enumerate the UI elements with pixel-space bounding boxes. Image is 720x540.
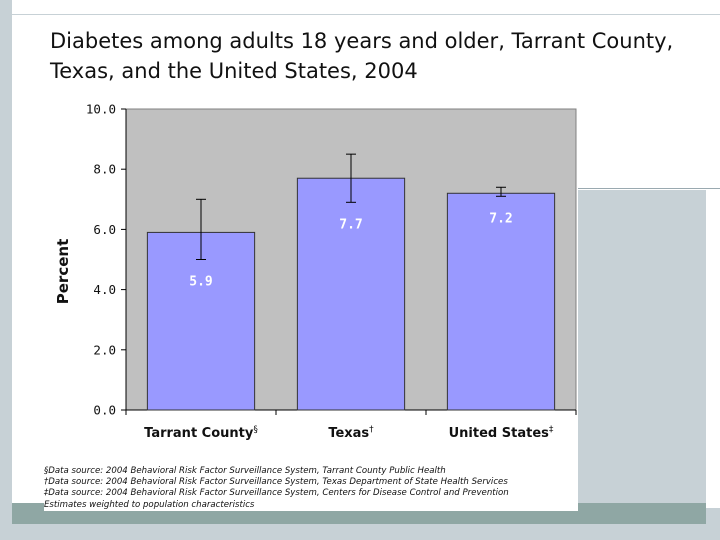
footnote-us-source: ‡Data source: 2004 Behavioral Risk Facto… (44, 488, 509, 499)
data-label-tarrant-county: 5.9 (189, 275, 212, 290)
x-tick-label-texas: Texas† (328, 425, 374, 441)
footnotes: §Data source: 2004 Behavioral Risk Facto… (44, 466, 578, 511)
y-tick-label: 6.0 (93, 222, 116, 237)
y-tick-label: 10.0 (86, 102, 116, 117)
bar-chart: 0.0 2.0 4.0 6.0 8.0 10.0 Percent 5.9 Tarrant Cou… (54, 102, 577, 441)
slide-frame-right-block (578, 190, 706, 510)
y-tick-label: 4.0 (93, 282, 116, 297)
footnote-texas-source: †Data source: 2004 Behavioral Risk Facto… (44, 477, 508, 488)
data-label-united-states: 7.2 (489, 211, 512, 226)
bar-tarrant-county (146, 231, 256, 411)
bar-united-states (446, 192, 556, 411)
chart-area: 0.0 2.0 4.0 6.0 8.0 10.0 Percent 5.9 Tarrant Cou… (44, 92, 578, 464)
slide-frame-top-line (0, 14, 720, 15)
y-axis-label: Percent (54, 239, 72, 304)
footnote-weighting: Estimates weighted to population charact… (44, 499, 255, 510)
bar-texas (296, 177, 406, 411)
data-label-texas: 7.7 (339, 217, 362, 232)
footnote-tarrant-source: §Data source: 2004 Behavioral Risk Facto… (44, 466, 446, 476)
chart-title: Diabetes among adults 18 years and older… (50, 29, 674, 83)
y-tick-label: 8.0 (93, 162, 116, 177)
slide-frame-left (0, 0, 12, 540)
x-tick-label-united-states: United States‡ (449, 425, 554, 441)
y-tick-label: 2.0 (93, 342, 116, 357)
y-tick-label: 0.0 (93, 403, 116, 418)
x-tick-label-tarrant-county: Tarrant County§ (144, 425, 258, 441)
slide-frame-right-line (578, 188, 720, 189)
